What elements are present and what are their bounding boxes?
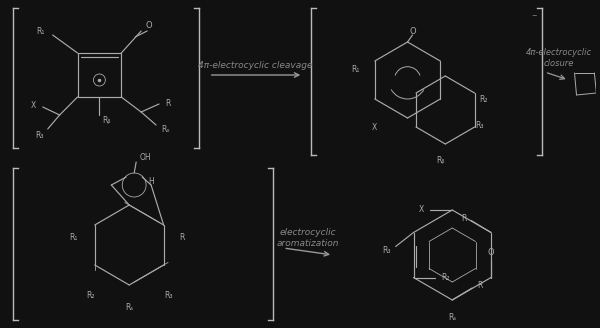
Text: X: X — [31, 101, 36, 111]
Text: R₃: R₃ — [164, 291, 173, 299]
Text: R₃: R₃ — [382, 246, 391, 255]
Text: Rᵦ: Rᵦ — [103, 116, 111, 126]
Text: R₃: R₃ — [475, 120, 484, 130]
Text: Rₛ: Rₛ — [448, 314, 457, 322]
Text: 4π-electrocyclic cleavage: 4π-electrocyclic cleavage — [198, 60, 313, 70]
Text: R: R — [179, 233, 184, 241]
Text: R₁: R₁ — [69, 233, 77, 241]
Text: R₂: R₂ — [86, 291, 94, 299]
Text: R₂: R₂ — [479, 95, 488, 105]
Text: Rₛ: Rₛ — [125, 302, 133, 312]
Text: X: X — [372, 124, 377, 133]
Text: R₂: R₂ — [442, 273, 450, 282]
Text: R₁: R₁ — [37, 27, 45, 35]
Text: ⁻: ⁻ — [531, 13, 536, 23]
Text: electrocyclic
aromatization: electrocyclic aromatization — [277, 228, 340, 248]
Text: R: R — [165, 99, 170, 109]
Text: OH: OH — [139, 153, 151, 161]
Text: Rᵦ: Rᵦ — [436, 155, 445, 165]
Text: R: R — [477, 281, 482, 291]
Text: R₃: R₃ — [35, 131, 44, 139]
Text: O: O — [409, 28, 416, 36]
Text: H: H — [148, 177, 154, 187]
Text: Rₓ: Rₓ — [161, 125, 170, 133]
Text: O: O — [488, 248, 494, 257]
Text: X: X — [419, 206, 424, 215]
Text: O: O — [146, 20, 152, 30]
Text: R₁: R₁ — [352, 66, 360, 74]
Text: 4π-electrocyclic
closure: 4π-electrocyclic closure — [526, 48, 592, 68]
Text: R: R — [461, 214, 466, 223]
